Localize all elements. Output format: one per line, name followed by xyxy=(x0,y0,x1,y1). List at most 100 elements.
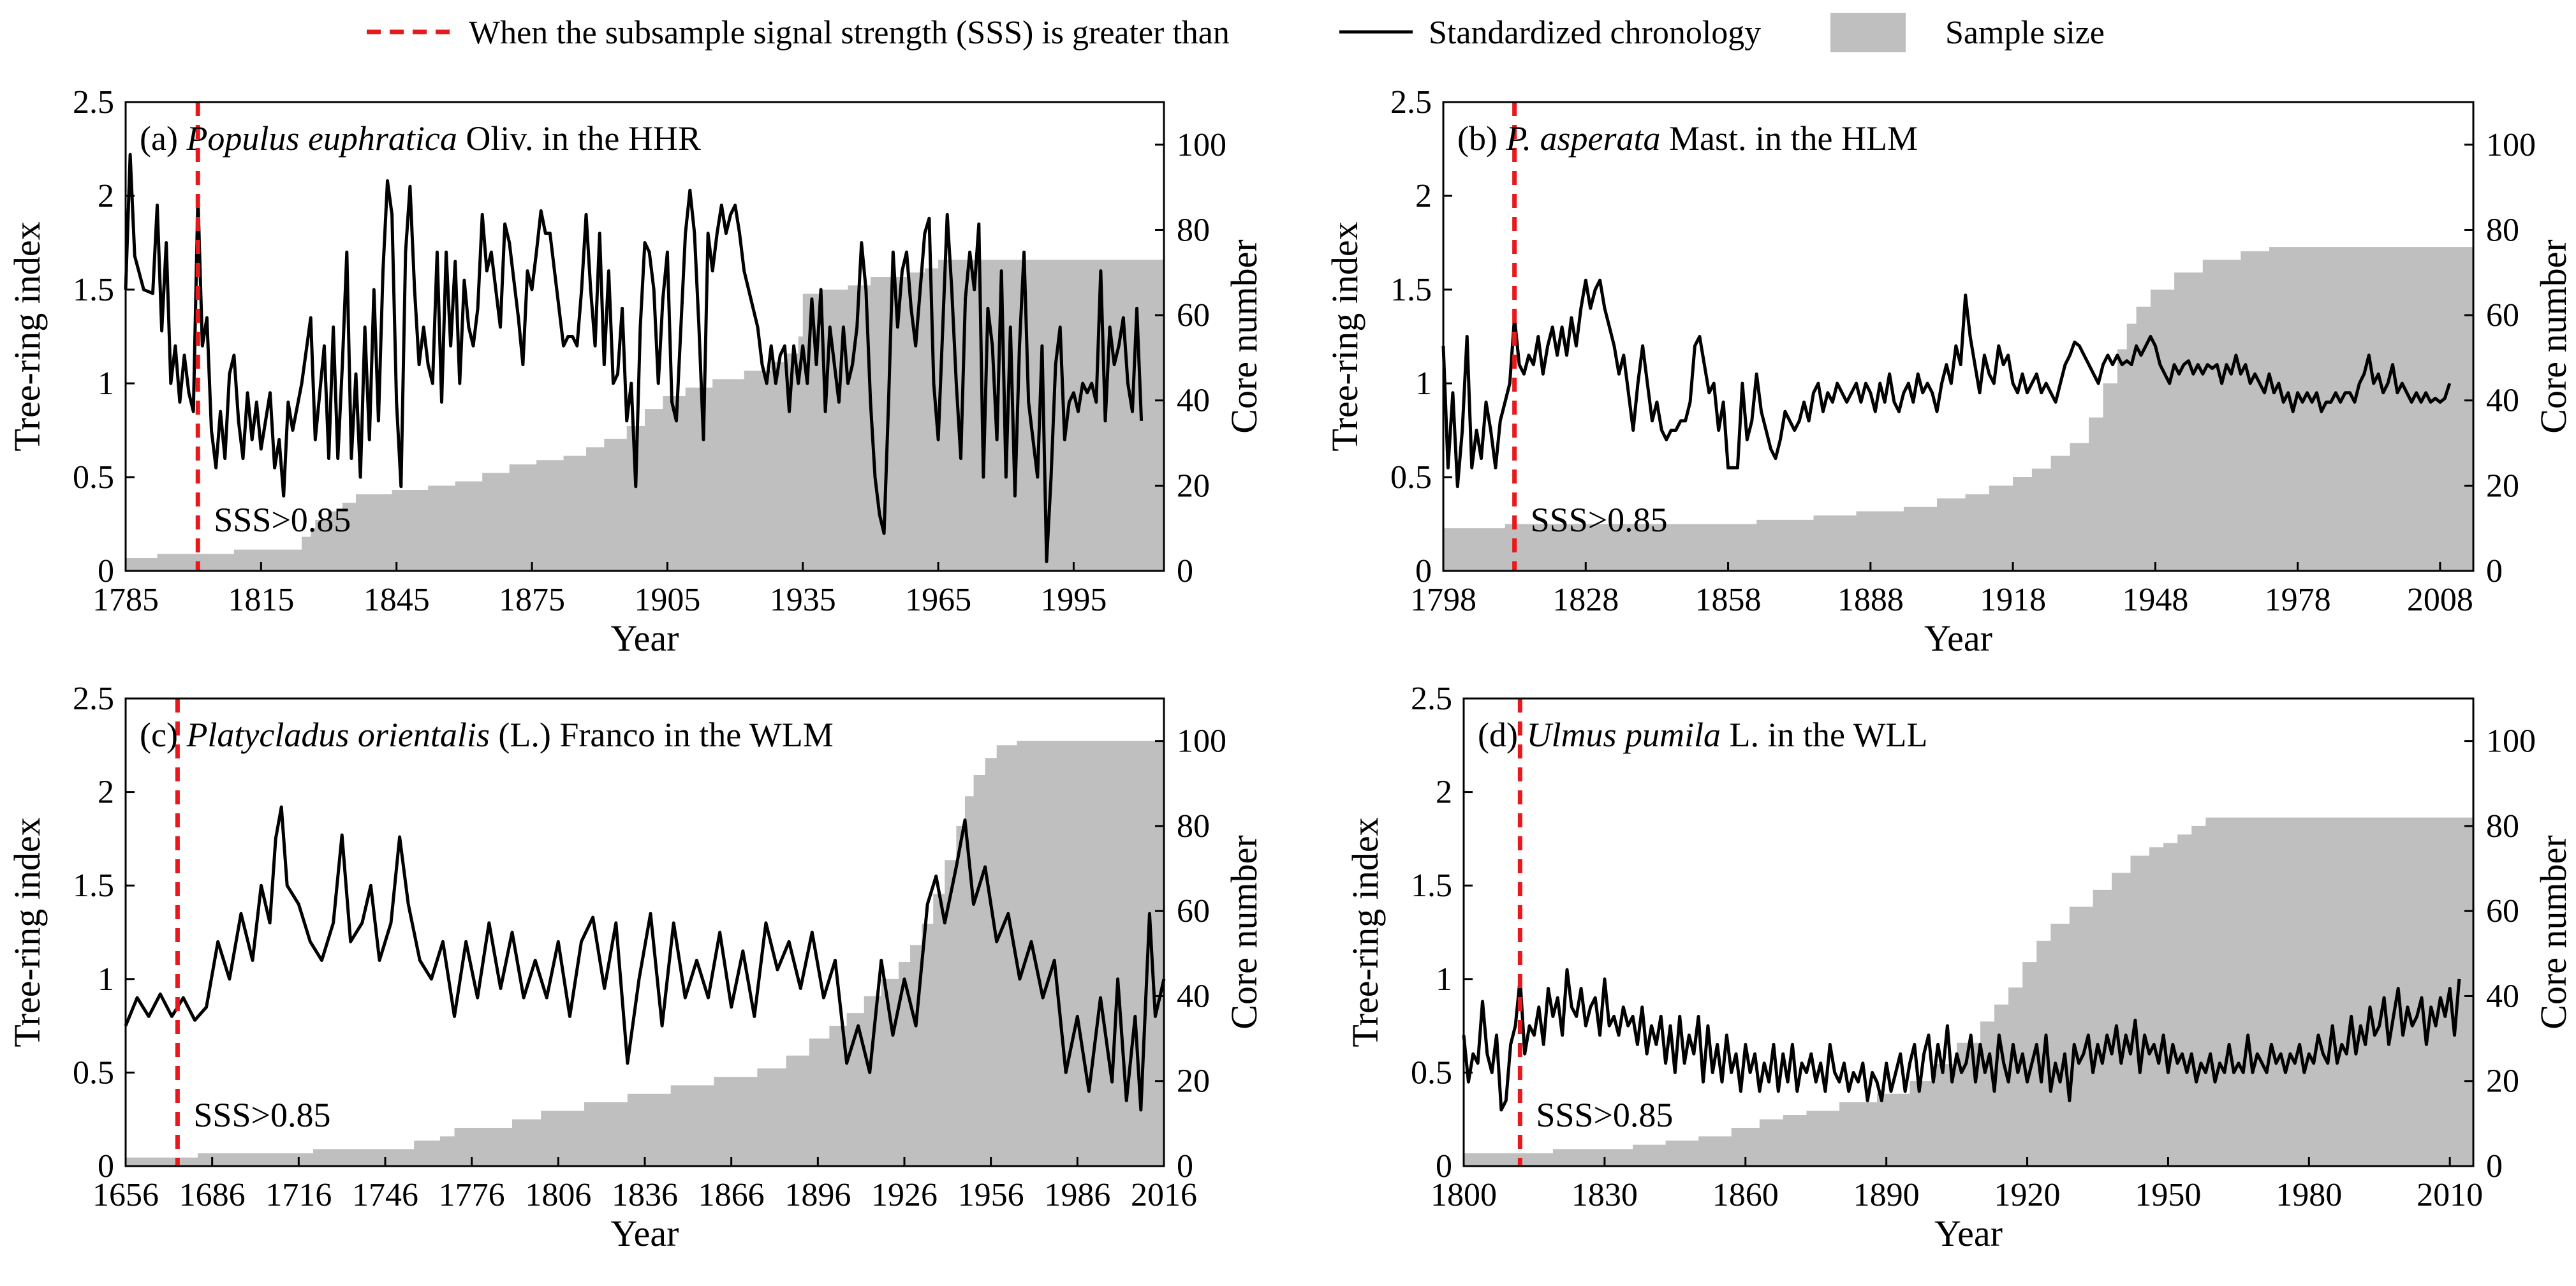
y-tick-label: 2 xyxy=(98,774,114,811)
y-tick-label: 2 xyxy=(98,178,114,214)
sss-annotation: SSS>0.85 xyxy=(1531,501,1668,539)
y-tick-label: 0.5 xyxy=(1390,459,1432,496)
y2-axis-label: Core number xyxy=(1223,239,1265,433)
x-tick-label: 1905 xyxy=(634,582,700,618)
x-tick-label: 1746 xyxy=(352,1177,418,1213)
y-axis-label: Tree-ring index xyxy=(1344,817,1386,1047)
y-tick-label: 2.5 xyxy=(1411,681,1452,717)
x-tick-label: 1956 xyxy=(958,1177,1024,1213)
x-tick-label: 1926 xyxy=(871,1177,938,1213)
chronology-line xyxy=(1462,968,2461,1112)
x-tick-label: 1986 xyxy=(1044,1177,1110,1213)
x-axis-label: Year xyxy=(1934,1213,2003,1254)
y2-tick-label: 20 xyxy=(1177,1063,1210,1100)
y-tick-label: 0 xyxy=(1436,1148,1452,1185)
panel-title: (c) Platycladus orientalis (L.) Franco i… xyxy=(140,716,834,754)
x-tick-label: 1716 xyxy=(265,1177,332,1213)
y2-tick-label: 100 xyxy=(1177,127,1226,163)
y-axis-label: Tree-ring index xyxy=(6,817,48,1047)
legend-chronology-label: Standardized chronology xyxy=(1429,15,1761,51)
x-tick-label: 1776 xyxy=(439,1177,505,1213)
x-tick-label: 2010 xyxy=(2417,1177,2483,1213)
x-tick-label: 1875 xyxy=(499,582,565,618)
y-tick-label: 1.5 xyxy=(73,868,114,904)
y2-axis-label: Core number xyxy=(2533,239,2574,433)
y2-tick-label: 40 xyxy=(2486,383,2519,419)
x-tick-label: 1995 xyxy=(1040,582,1107,618)
y-tick-label: 0 xyxy=(98,1148,114,1185)
x-tick-label: 1935 xyxy=(770,582,836,618)
y2-tick-label: 0 xyxy=(1177,1148,1193,1185)
panel-title-prefix: (b) xyxy=(1457,119,1506,158)
sample-size-area xyxy=(1464,817,2473,1166)
x-tick-label: 1785 xyxy=(92,582,159,618)
x-tick-label: 1828 xyxy=(1552,582,1619,618)
y-tick-label: 0.5 xyxy=(1411,1054,1452,1091)
y2-tick-label: 0 xyxy=(1177,553,1193,589)
panel-title-species: Ulmus pumila xyxy=(1526,716,1721,754)
panel-c: 0 0.5 1 1.5 2 2.5 0 20 40 60 80 100 1656 1686 1716 1746… xyxy=(6,681,1265,1254)
legend: When the subsample signal strength (SSS)… xyxy=(367,13,2105,52)
y-tick-label: 0.5 xyxy=(73,459,114,496)
panel-a: 0 0.5 1 1.5 2 2.5 0 20 40 60 80 100 1785 1815 1845 1875… xyxy=(6,84,1265,659)
chronology-line xyxy=(1441,278,2452,489)
panel-title-species: Populus euphratica xyxy=(186,119,457,158)
x-tick-label: 1920 xyxy=(1994,1177,2061,1213)
x-tick-label: 1978 xyxy=(2265,582,2331,618)
panel-d: 0 0.5 1 1.5 2 2.5 0 20 40 60 80 100 1800 1830 1860 1890… xyxy=(1344,681,2574,1254)
plot-frame xyxy=(1442,101,2475,572)
y2-tick-label: 100 xyxy=(1177,723,1226,760)
y-tick-label: 2.5 xyxy=(73,681,114,717)
chronology-line xyxy=(124,805,1166,1112)
x-tick-label: 1860 xyxy=(1712,1177,1779,1213)
y2-tick-label: 80 xyxy=(2486,212,2519,248)
sample-size-area xyxy=(126,741,1164,1166)
panel-title-prefix: (c) xyxy=(140,716,186,754)
y2-tick-label: 20 xyxy=(1177,468,1210,504)
legend-sss-label: When the subsample signal strength (SSS)… xyxy=(469,15,1230,51)
y-axis-label: Tree-ring index xyxy=(6,221,48,451)
y-tick-label: 1 xyxy=(1415,366,1432,402)
panel-b: 0 0.5 1 1.5 2 2.5 0 20 40 60 80 100 1798 1828 1858 1888… xyxy=(1324,84,2574,659)
x-tick-label: 1806 xyxy=(525,1177,591,1213)
panel-title-suffix: (L.) Franco in the WLM xyxy=(490,716,834,754)
y2-tick-label: 20 xyxy=(2486,1063,2519,1100)
x-tick-label: 1980 xyxy=(2276,1177,2342,1213)
sss-annotation: SSS>0.85 xyxy=(193,1096,330,1134)
sss-annotation: SSS>0.85 xyxy=(1536,1096,1673,1134)
chronology-line xyxy=(124,152,1144,563)
y2-tick-label: 40 xyxy=(1177,383,1210,419)
y2-tick-label: 40 xyxy=(2486,978,2519,1014)
x-tick-label: 1866 xyxy=(698,1177,765,1213)
y2-axis-label: Core number xyxy=(2533,835,2574,1029)
y2-tick-label: 80 xyxy=(1177,808,1210,845)
y2-tick-label: 80 xyxy=(1177,212,1210,248)
y-tick-label: 1.5 xyxy=(73,272,114,308)
y-tick-label: 1.5 xyxy=(1411,868,1452,904)
panel-title-prefix: (d) xyxy=(1478,716,1526,754)
y-tick-label: 0.5 xyxy=(73,1054,114,1091)
x-tick-label: 1836 xyxy=(612,1177,678,1213)
panel-title: (a) Populus euphratica Oliv. in the HHR xyxy=(140,119,701,158)
x-tick-label: 1888 xyxy=(1837,582,1904,618)
y-tick-label: 1.5 xyxy=(1390,272,1432,308)
y2-tick-label: 60 xyxy=(2486,893,2519,929)
y2-tick-label: 80 xyxy=(2486,808,2519,845)
y-tick-label: 2.5 xyxy=(1390,84,1432,121)
x-tick-label: 1800 xyxy=(1431,1177,1497,1213)
panel-title: (b) P. asperata Mast. in the HLM xyxy=(1457,119,1918,158)
x-tick-label: 1830 xyxy=(1571,1177,1638,1213)
y2-tick-label: 60 xyxy=(1177,893,1210,929)
x-tick-label: 1845 xyxy=(364,582,430,618)
y2-tick-label: 20 xyxy=(2486,468,2519,504)
panel-title-suffix: Mast. in the HLM xyxy=(1661,119,1918,158)
panel-title: (d) Ulmus pumila L. in the WLL xyxy=(1478,716,1927,754)
x-tick-label: 1965 xyxy=(905,582,971,618)
panel-title-species: Platycladus orientalis xyxy=(186,716,489,754)
x-axis-label: Year xyxy=(1924,617,1992,659)
x-tick-label: 1686 xyxy=(179,1177,246,1213)
y2-tick-label: 60 xyxy=(1177,297,1210,334)
y-tick-label: 1 xyxy=(98,961,114,998)
x-tick-label: 2016 xyxy=(1131,1177,1197,1213)
